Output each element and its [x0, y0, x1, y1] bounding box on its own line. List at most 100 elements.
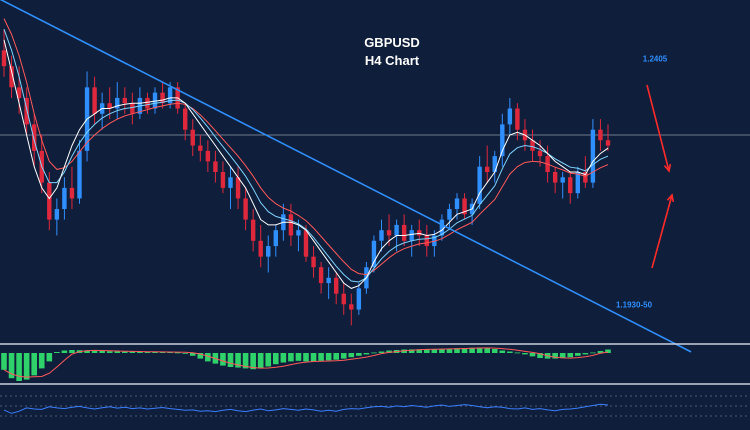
candle-body [54, 209, 60, 220]
histogram-bar [318, 353, 324, 361]
candle-body [334, 277, 339, 294]
histogram-bar [310, 353, 317, 362]
histogram-bar [174, 352, 181, 354]
ema-white-line [3, 39, 609, 289]
candle-body [130, 103, 135, 114]
candle-body [160, 92, 165, 104]
price-pane: 1.2405 1.1930-50 [0, 0, 750, 353]
histogram-bar [61, 350, 68, 353]
candle-body [401, 224, 407, 241]
histogram-bar [590, 352, 596, 354]
chart-subtitle: H4 Chart [365, 53, 420, 68]
arrow-up [651, 194, 673, 269]
candle-body [394, 224, 399, 236]
candle-body [1, 50, 7, 67]
histogram-bar [371, 352, 377, 354]
histogram-bar [356, 353, 362, 356]
candle-body [266, 246, 271, 257]
histogram-bar [265, 353, 272, 367]
histogram-bar [333, 353, 339, 360]
trendline [0, 0, 692, 353]
candle-body [356, 288, 362, 310]
histogram-bar [431, 349, 438, 353]
candle-body [492, 156, 497, 172]
candle-body [454, 198, 460, 210]
candle-body [190, 129, 195, 146]
candle-body [371, 240, 377, 268]
histogram-bar [491, 349, 498, 353]
candle-body [24, 97, 29, 125]
histogram-bar [189, 353, 196, 356]
candle-body [273, 230, 278, 247]
histogram-bar [567, 353, 574, 358]
candle-body [568, 177, 573, 194]
histogram-bar [597, 351, 604, 353]
candle-body [288, 214, 294, 236]
histogram-bar [38, 353, 45, 369]
histogram-bar [582, 353, 589, 355]
histogram-bar [529, 353, 536, 357]
candle-body [243, 198, 248, 220]
histogram-bar [122, 351, 128, 353]
histogram-bar [575, 353, 581, 356]
histogram-bar [469, 347, 475, 353]
candle-body [32, 124, 37, 151]
candle-body [220, 172, 226, 188]
histogram-bar [522, 353, 528, 355]
candle-body [311, 256, 316, 268]
histogram-bar [446, 348, 453, 353]
histogram-bar [114, 351, 121, 353]
histogram-bar [144, 352, 151, 353]
candle-body [409, 230, 414, 241]
candle-body [575, 172, 580, 194]
candle-body [386, 230, 392, 236]
histogram-bar [152, 352, 158, 353]
candle-body [341, 293, 346, 305]
histogram-bar [507, 351, 513, 353]
histogram-bar [476, 347, 483, 353]
histogram-bar [454, 348, 460, 353]
candle-body [507, 108, 513, 125]
histogram-bar [1, 353, 7, 370]
histogram-bar [424, 349, 430, 353]
candle-body [115, 97, 120, 109]
candle-body [552, 172, 558, 183]
histogram-bar [137, 351, 143, 353]
candle-body [145, 97, 150, 109]
candle-body [605, 140, 611, 146]
histogram-bar [288, 353, 294, 362]
histogram-bar [16, 353, 22, 381]
candle-body [62, 187, 67, 210]
histogram-bar [280, 353, 287, 363]
histogram-bar [348, 353, 355, 358]
histogram-bar [303, 353, 309, 362]
candle-body [590, 129, 596, 183]
histogram-bar [205, 353, 211, 362]
histogram-bar [340, 353, 347, 359]
histogram-bar [182, 353, 188, 354]
histogram-bar [559, 353, 566, 359]
histogram-bar [257, 353, 264, 369]
candle-body [205, 150, 211, 162]
oscillator-pane [0, 395, 750, 417]
candle-body [530, 140, 535, 151]
candle-body [500, 124, 505, 157]
candle-body [107, 103, 112, 109]
histogram-bar [106, 351, 113, 353]
candle-body [77, 150, 82, 199]
candle-body [303, 230, 309, 257]
histogram-bar [23, 353, 30, 380]
candle-body [198, 145, 203, 151]
candle-body [560, 177, 565, 183]
chart-title: GBPUSD [364, 35, 420, 50]
histogram-bar [295, 353, 302, 361]
histogram-bar [408, 349, 415, 353]
candle-body [424, 235, 429, 247]
histogram-bar [461, 348, 468, 353]
candle-body [583, 172, 588, 183]
histogram-bar [8, 353, 15, 379]
histogram-bar [605, 349, 611, 353]
candle-body [598, 129, 603, 141]
histogram-bar [250, 353, 256, 370]
